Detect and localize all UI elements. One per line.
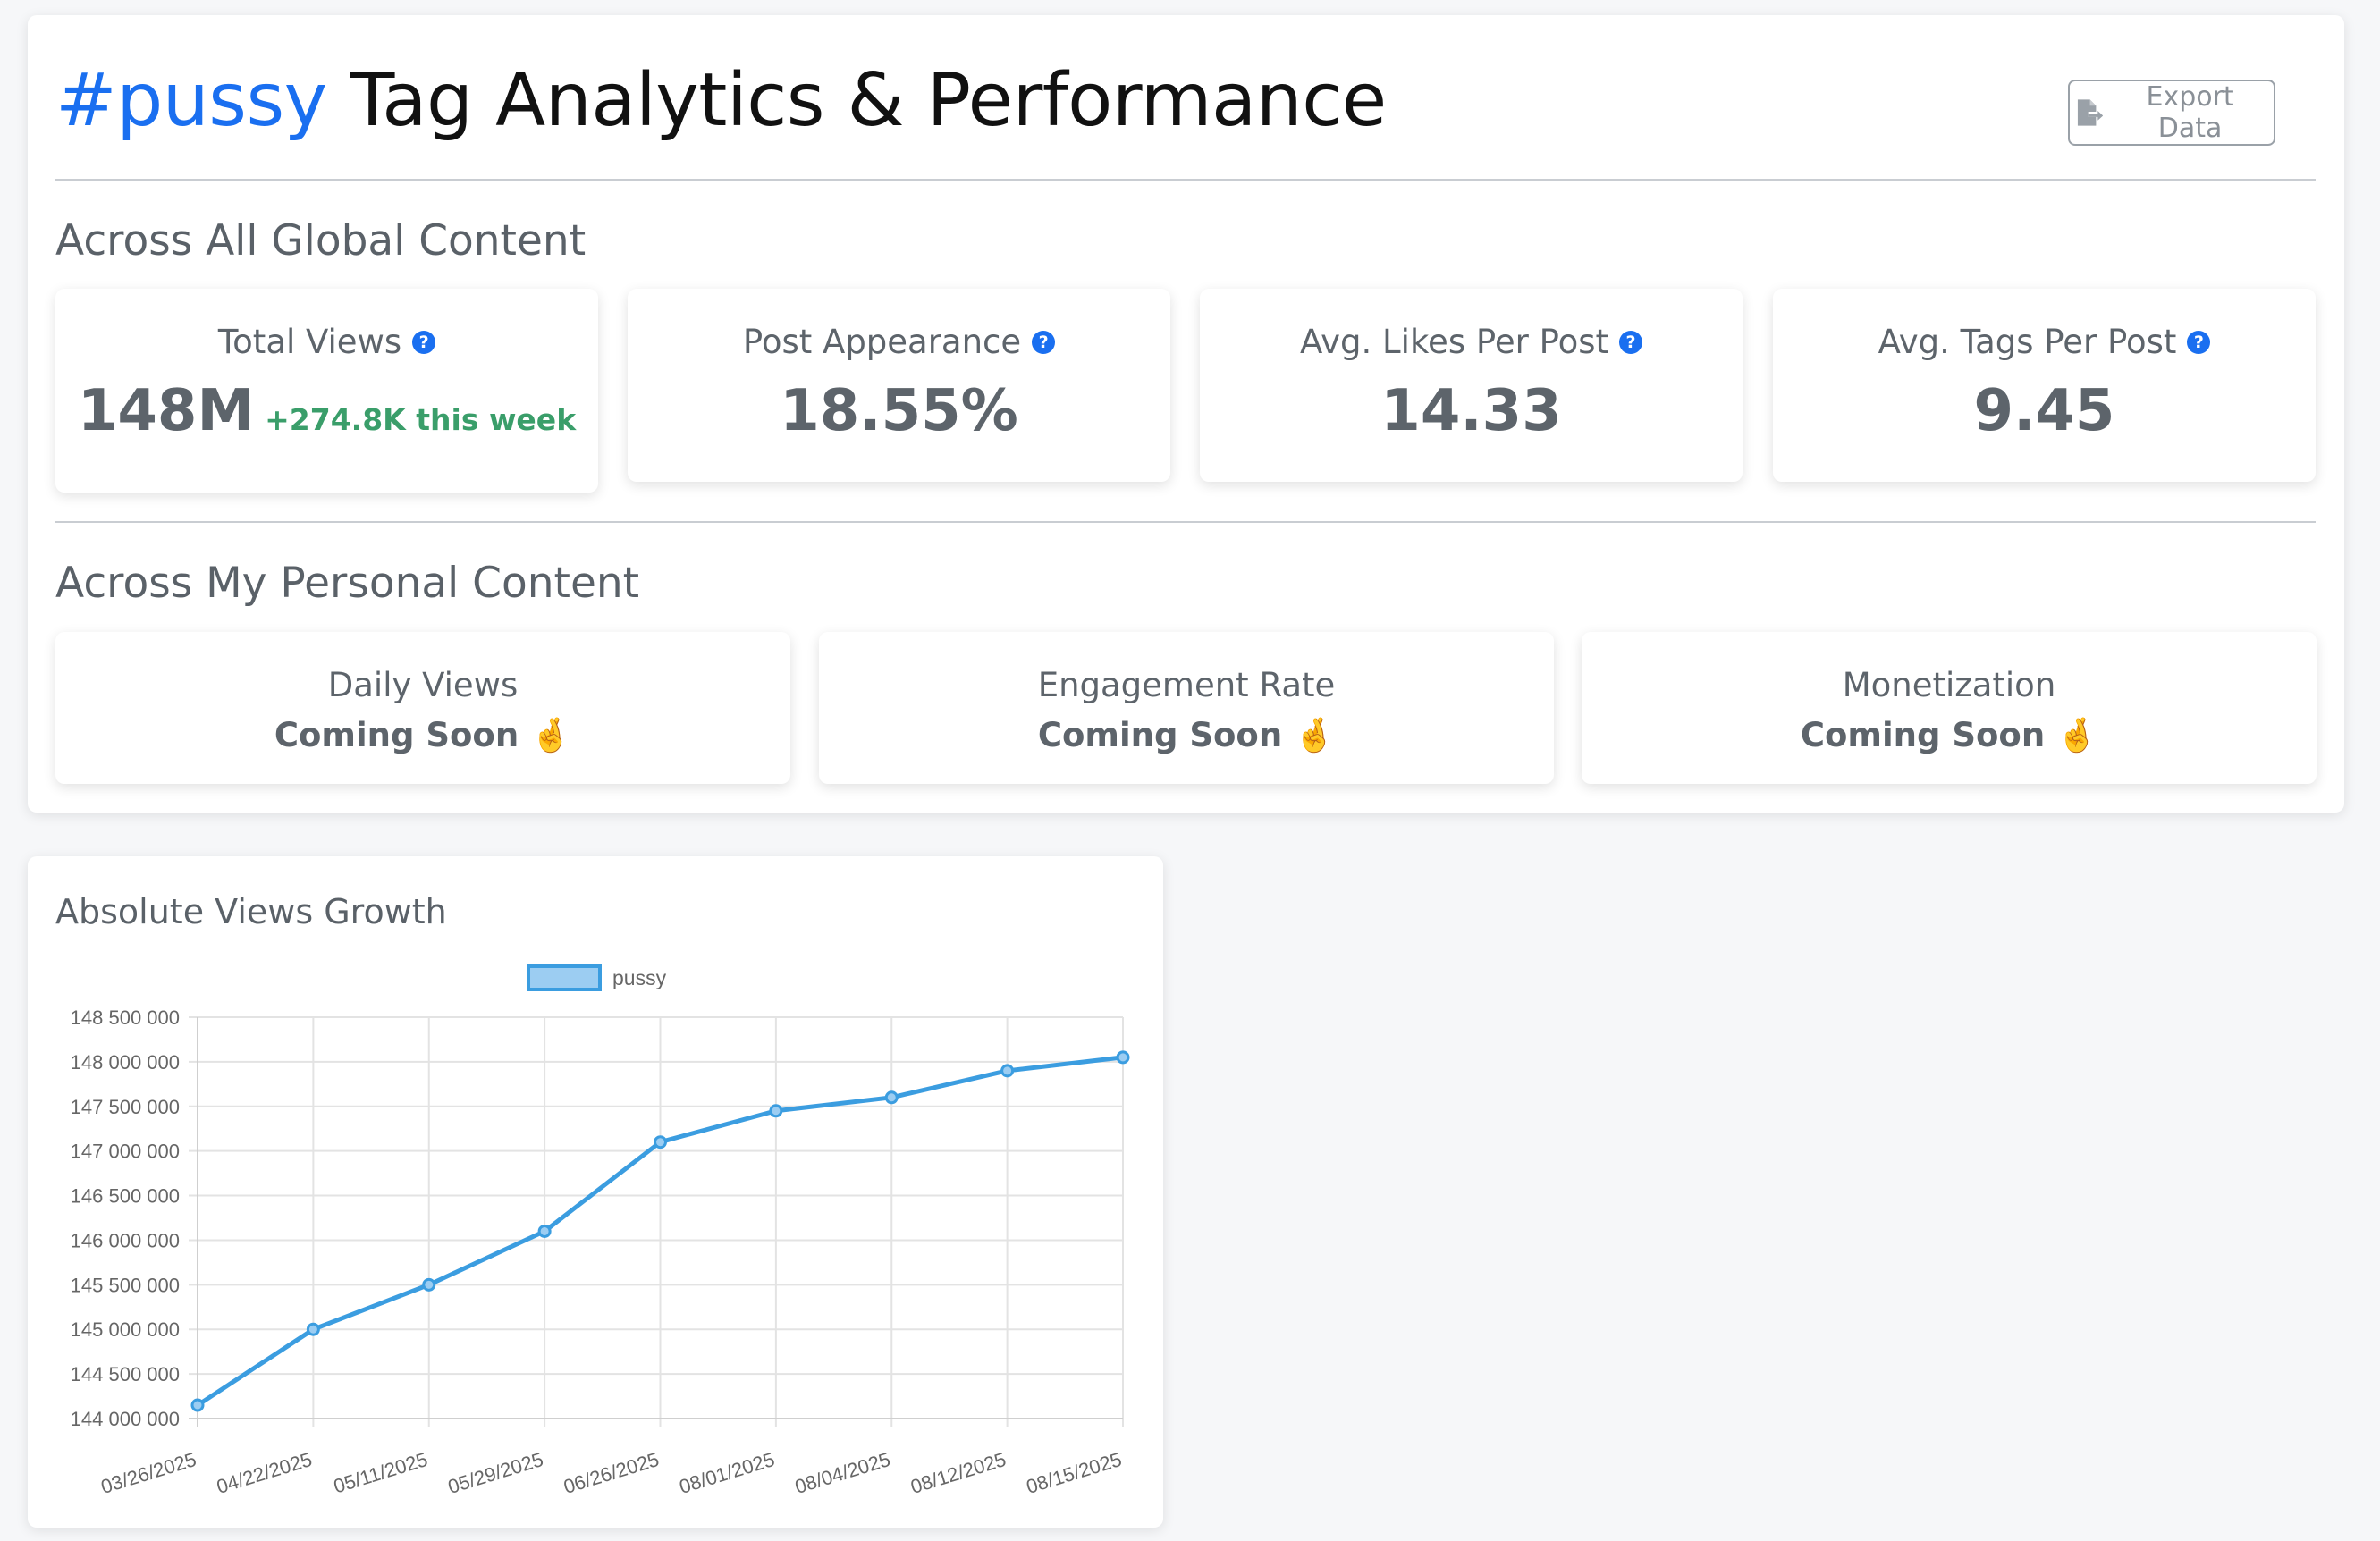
- export-data-label: Export Data: [2146, 81, 2234, 144]
- x-tick-label: 08/15/2025: [1024, 1448, 1125, 1498]
- data-point[interactable]: [422, 1277, 436, 1292]
- stat-value: 148M: [77, 378, 255, 444]
- coming-soon-status: Coming Soon 🤞: [1037, 716, 1336, 754]
- stat-value: 14.33: [1380, 378, 1562, 444]
- x-tick-label: 05/11/2025: [331, 1448, 430, 1498]
- data-point[interactable]: [190, 1398, 205, 1412]
- stat-label: Avg. Likes Per Post: [1300, 323, 1608, 361]
- personal-card-label: Daily Views: [327, 666, 519, 704]
- y-tick-label: 144 000 000: [71, 1408, 180, 1430]
- y-tick-label: 145 000 000: [71, 1318, 180, 1341]
- views-growth-chart[interactable]: 144 000 000 144 500 000 145 000 000 145 500…: [28, 856, 1163, 1528]
- x-tick-label: 05/29/2025: [445, 1448, 546, 1498]
- stat-card-avg-likes: Avg. Likes Per Post ? 14.33: [1200, 289, 1743, 482]
- data-point[interactable]: [654, 1135, 667, 1149]
- chart-title: Absolute Views Growth: [55, 892, 447, 931]
- x-tick-label: 06/26/2025: [561, 1448, 662, 1498]
- stat-label: Post Appearance: [742, 323, 1022, 361]
- x-tick-label: 03/26/2025: [98, 1448, 199, 1498]
- legend-label: pussy: [612, 966, 667, 989]
- stat-value: 9.45: [1973, 378, 2115, 444]
- series-line-segment: [658, 1108, 779, 1145]
- y-tick-label: 146 000 000: [71, 1229, 180, 1251]
- x-tick-label: 08/12/2025: [907, 1448, 1009, 1498]
- coming-soon-status: Coming Soon 🤞: [274, 716, 572, 754]
- tag-name[interactable]: #pussy: [55, 58, 327, 143]
- page-title: #pussy Tag Analytics & Performance: [55, 58, 1387, 143]
- stat-card-total-views: Total Views ? 148M +274.8K this week: [55, 289, 598, 493]
- weekly-delta: +274.8K this week: [265, 402, 577, 437]
- y-tick-label: 148 000 000: [71, 1051, 180, 1074]
- help-icon[interactable]: ?: [1032, 330, 1056, 354]
- personal-card-engagement-rate: Engagement Rate Coming Soon 🤞: [819, 632, 1554, 784]
- y-tick-label: 147 000 000: [71, 1141, 180, 1163]
- data-point[interactable]: [537, 1224, 552, 1238]
- file-export-icon: [2077, 99, 2104, 126]
- stat-value: 18.55%: [780, 378, 1018, 444]
- divider: [55, 521, 2316, 523]
- y-tick-label: 144 500 000: [71, 1363, 180, 1385]
- personal-card-label: Engagement Rate: [1037, 666, 1336, 704]
- y-tick-label: 148 500 000: [71, 1006, 180, 1029]
- series-line-segment: [542, 1140, 663, 1234]
- data-point[interactable]: [1116, 1050, 1130, 1065]
- views-growth-chart-panel: Absolute Views Growth 144 000 000 144 500…: [28, 856, 1163, 1528]
- help-icon[interactable]: ?: [2187, 330, 2211, 354]
- title-text: Tag Analytics & Performance: [350, 58, 1387, 143]
- series-line-segment: [426, 1228, 547, 1287]
- y-tick-label: 146 500 000: [71, 1185, 180, 1208]
- coming-soon-status: Coming Soon 🤞: [1800, 716, 2098, 754]
- data-point[interactable]: [884, 1090, 899, 1105]
- data-point[interactable]: [1000, 1064, 1015, 1078]
- export-data-button[interactable]: Export Data: [2068, 80, 2275, 146]
- series-line-segment: [889, 1068, 1010, 1100]
- series-line-segment: [1005, 1055, 1126, 1074]
- legend-swatch: [527, 964, 602, 991]
- divider: [55, 179, 2316, 181]
- help-icon[interactable]: ?: [412, 330, 436, 354]
- data-point[interactable]: [306, 1322, 320, 1336]
- help-icon[interactable]: ?: [1619, 330, 1642, 354]
- stat-label: Total Views: [217, 323, 402, 361]
- global-section-heading: Across All Global Content: [55, 216, 587, 265]
- series-line-segment: [773, 1095, 894, 1114]
- series-line-segment: [310, 1282, 432, 1332]
- stat-label: Avg. Tags Per Post: [1878, 323, 2177, 361]
- y-tick-label: 147 500 000: [71, 1096, 180, 1118]
- personal-card-label: Monetization: [1842, 666, 2056, 704]
- y-tick-label: 145 500 000: [71, 1274, 180, 1296]
- analytics-panel: #pussy Tag Analytics & Performance Expor…: [28, 15, 2344, 813]
- x-tick-label: 04/22/2025: [214, 1448, 315, 1498]
- x-tick-label: 08/04/2025: [792, 1448, 893, 1498]
- stat-card-avg-tags: Avg. Tags Per Post ? 9.45: [1773, 289, 2316, 482]
- series-line-segment: [195, 1326, 316, 1408]
- personal-card-monetization: Monetization Coming Soon 🤞: [1582, 632, 2317, 784]
- data-point[interactable]: [769, 1104, 783, 1118]
- personal-section-heading: Across My Personal Content: [55, 559, 640, 608]
- personal-card-daily-views: Daily Views Coming Soon 🤞: [55, 632, 790, 784]
- stat-card-post-appearance: Post Appearance ? 18.55%: [628, 289, 1170, 482]
- x-tick-label: 08/01/2025: [677, 1448, 778, 1498]
